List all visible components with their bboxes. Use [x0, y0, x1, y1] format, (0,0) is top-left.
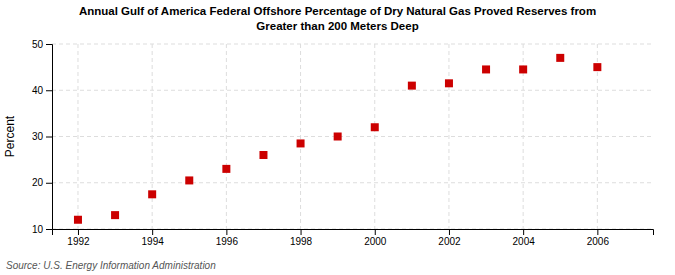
y-axis: 10 20 30 40 50: [32, 39, 53, 235]
point: [297, 139, 305, 147]
tick-mark: [46, 90, 52, 91]
tick-mark: [597, 229, 598, 235]
point: [148, 190, 156, 198]
point: [111, 211, 119, 219]
tick: 20: [32, 177, 52, 188]
grid: [52, 44, 653, 229]
grid-line-y: [52, 136, 653, 137]
tick-label: 10: [32, 224, 44, 235]
point: [445, 79, 453, 87]
point: [556, 54, 564, 62]
y-axis-label: Percent: [3, 115, 17, 157]
point: [593, 63, 601, 71]
tick: 2002: [438, 229, 461, 247]
tick-mark: [46, 229, 52, 230]
point: [74, 216, 82, 224]
tick-label: 2002: [438, 236, 461, 247]
tick: 1996: [216, 229, 239, 247]
chart-svg: Annual Gulf of America Federal Offshore …: [0, 0, 675, 275]
point: [519, 65, 527, 73]
plot: 1992 1994 1996 1998 2000 2002 2004 2006 10 20 30 40…: [3, 39, 654, 247]
point: [259, 151, 267, 159]
grid-line-y: [52, 44, 653, 45]
tick-label: 1994: [142, 236, 165, 247]
annotation: Source: U.S. Energy Information Administ…: [6, 260, 216, 271]
tick-label: 1996: [216, 236, 239, 247]
point: [371, 123, 379, 131]
tick-label: 30: [32, 131, 44, 142]
title: Annual Gulf of America Federal Offshore …: [79, 5, 596, 32]
grid-line-y: [52, 90, 653, 91]
tick: 1992: [67, 229, 90, 247]
tick-label: 1998: [290, 236, 313, 247]
point: [222, 165, 230, 173]
tick-label: 2000: [364, 236, 387, 247]
tick-label: 1992: [67, 236, 90, 247]
tick-label: 50: [32, 39, 44, 50]
tick-mark: [152, 229, 153, 235]
axis-line: [53, 230, 654, 236]
point: [185, 176, 193, 184]
grid-line-x: [77, 44, 78, 229]
tick: 1994: [142, 229, 165, 247]
marks: [74, 54, 601, 224]
grid-line-x: [226, 44, 227, 229]
tick: 2006: [587, 229, 610, 247]
tick-label: 20: [32, 177, 44, 188]
tick-mark: [78, 229, 79, 235]
tick: 10: [32, 224, 52, 235]
tick-mark: [46, 183, 52, 184]
tick-mark: [301, 229, 302, 235]
tick-mark: [375, 229, 376, 235]
x-axis: 1992 1994 1996 1998 2000 2002 2004 2006: [53, 229, 654, 247]
tick-mark: [226, 229, 227, 235]
tick-mark: [46, 44, 52, 45]
tick-label: 40: [32, 85, 44, 96]
point: [482, 65, 490, 73]
tick-label: 2004: [513, 236, 536, 247]
grid-line-x: [597, 44, 598, 229]
tick: 40: [32, 85, 52, 96]
grid-line-x: [448, 44, 449, 229]
tick: 1998: [290, 229, 313, 247]
tick-mark: [523, 229, 524, 235]
tick: 30: [32, 131, 52, 142]
tick: 50: [32, 39, 52, 50]
tick-mark: [449, 229, 450, 235]
tick-label: 2006: [587, 236, 610, 247]
point: [408, 82, 416, 90]
grid-line-y: [52, 182, 653, 183]
point: [334, 133, 342, 141]
tick: 2000: [364, 229, 387, 247]
axis-line: [46, 45, 53, 230]
tick-mark: [46, 137, 52, 138]
tick: 2004: [513, 229, 536, 247]
